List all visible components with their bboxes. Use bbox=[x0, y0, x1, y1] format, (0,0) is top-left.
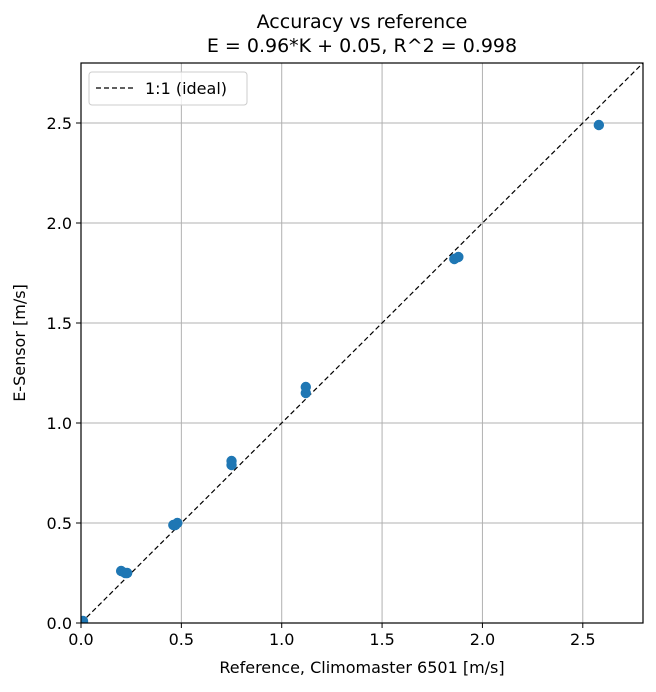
x-axis-ticks: 0.0 0.5 1.0 1.5 2.0 2.5 bbox=[68, 623, 596, 649]
plot-area-frame bbox=[80, 62, 644, 624]
x-tick-label: 2.5 bbox=[570, 630, 595, 649]
data-point bbox=[300, 381, 311, 393]
data-point bbox=[593, 119, 605, 131]
data-point bbox=[453, 251, 464, 263]
data-points bbox=[81, 119, 605, 623]
data-point bbox=[81, 615, 89, 623]
chart-subtitle: E = 0.96*K + 0.05, R^2 = 0.998 bbox=[207, 35, 517, 57]
legend-box bbox=[88, 71, 248, 106]
ideal-line-layer bbox=[80, 62, 644, 624]
y-tick-label: 2.0 bbox=[47, 214, 72, 233]
x-tick-label: 2.0 bbox=[470, 630, 495, 649]
y-tick-label: 1.0 bbox=[47, 414, 72, 433]
chart-title: Accuracy vs reference bbox=[257, 11, 468, 33]
y-tick-label: 0.0 bbox=[47, 614, 72, 633]
data-point bbox=[172, 517, 183, 529]
y-tick-label: 1.5 bbox=[47, 314, 72, 333]
legend-entry-ideal: 1:1 (ideal) bbox=[145, 79, 227, 98]
x-axis-label: Reference, Climomaster 6501 [m/s] bbox=[219, 658, 504, 677]
x-tick-label: 0.5 bbox=[169, 630, 194, 649]
y-tick-label: 2.5 bbox=[47, 114, 72, 133]
y-axis-label: E-Sensor [m/s] bbox=[10, 284, 29, 402]
ideal-1to1-line bbox=[80, 62, 644, 624]
x-tick-label: 1.5 bbox=[369, 630, 394, 649]
x-tick-label: 1.0 bbox=[269, 630, 294, 649]
y-tick-label: 0.5 bbox=[47, 514, 72, 533]
legend: 1:1 (ideal) bbox=[88, 71, 248, 106]
data-point bbox=[226, 455, 237, 467]
y-axis-ticks: 0.0 0.5 1.0 1.5 2.0 2.5 bbox=[47, 114, 81, 633]
data-point bbox=[121, 567, 133, 579]
grid-lines bbox=[80, 63, 643, 624]
x-tick-label: 0.0 bbox=[68, 630, 93, 649]
